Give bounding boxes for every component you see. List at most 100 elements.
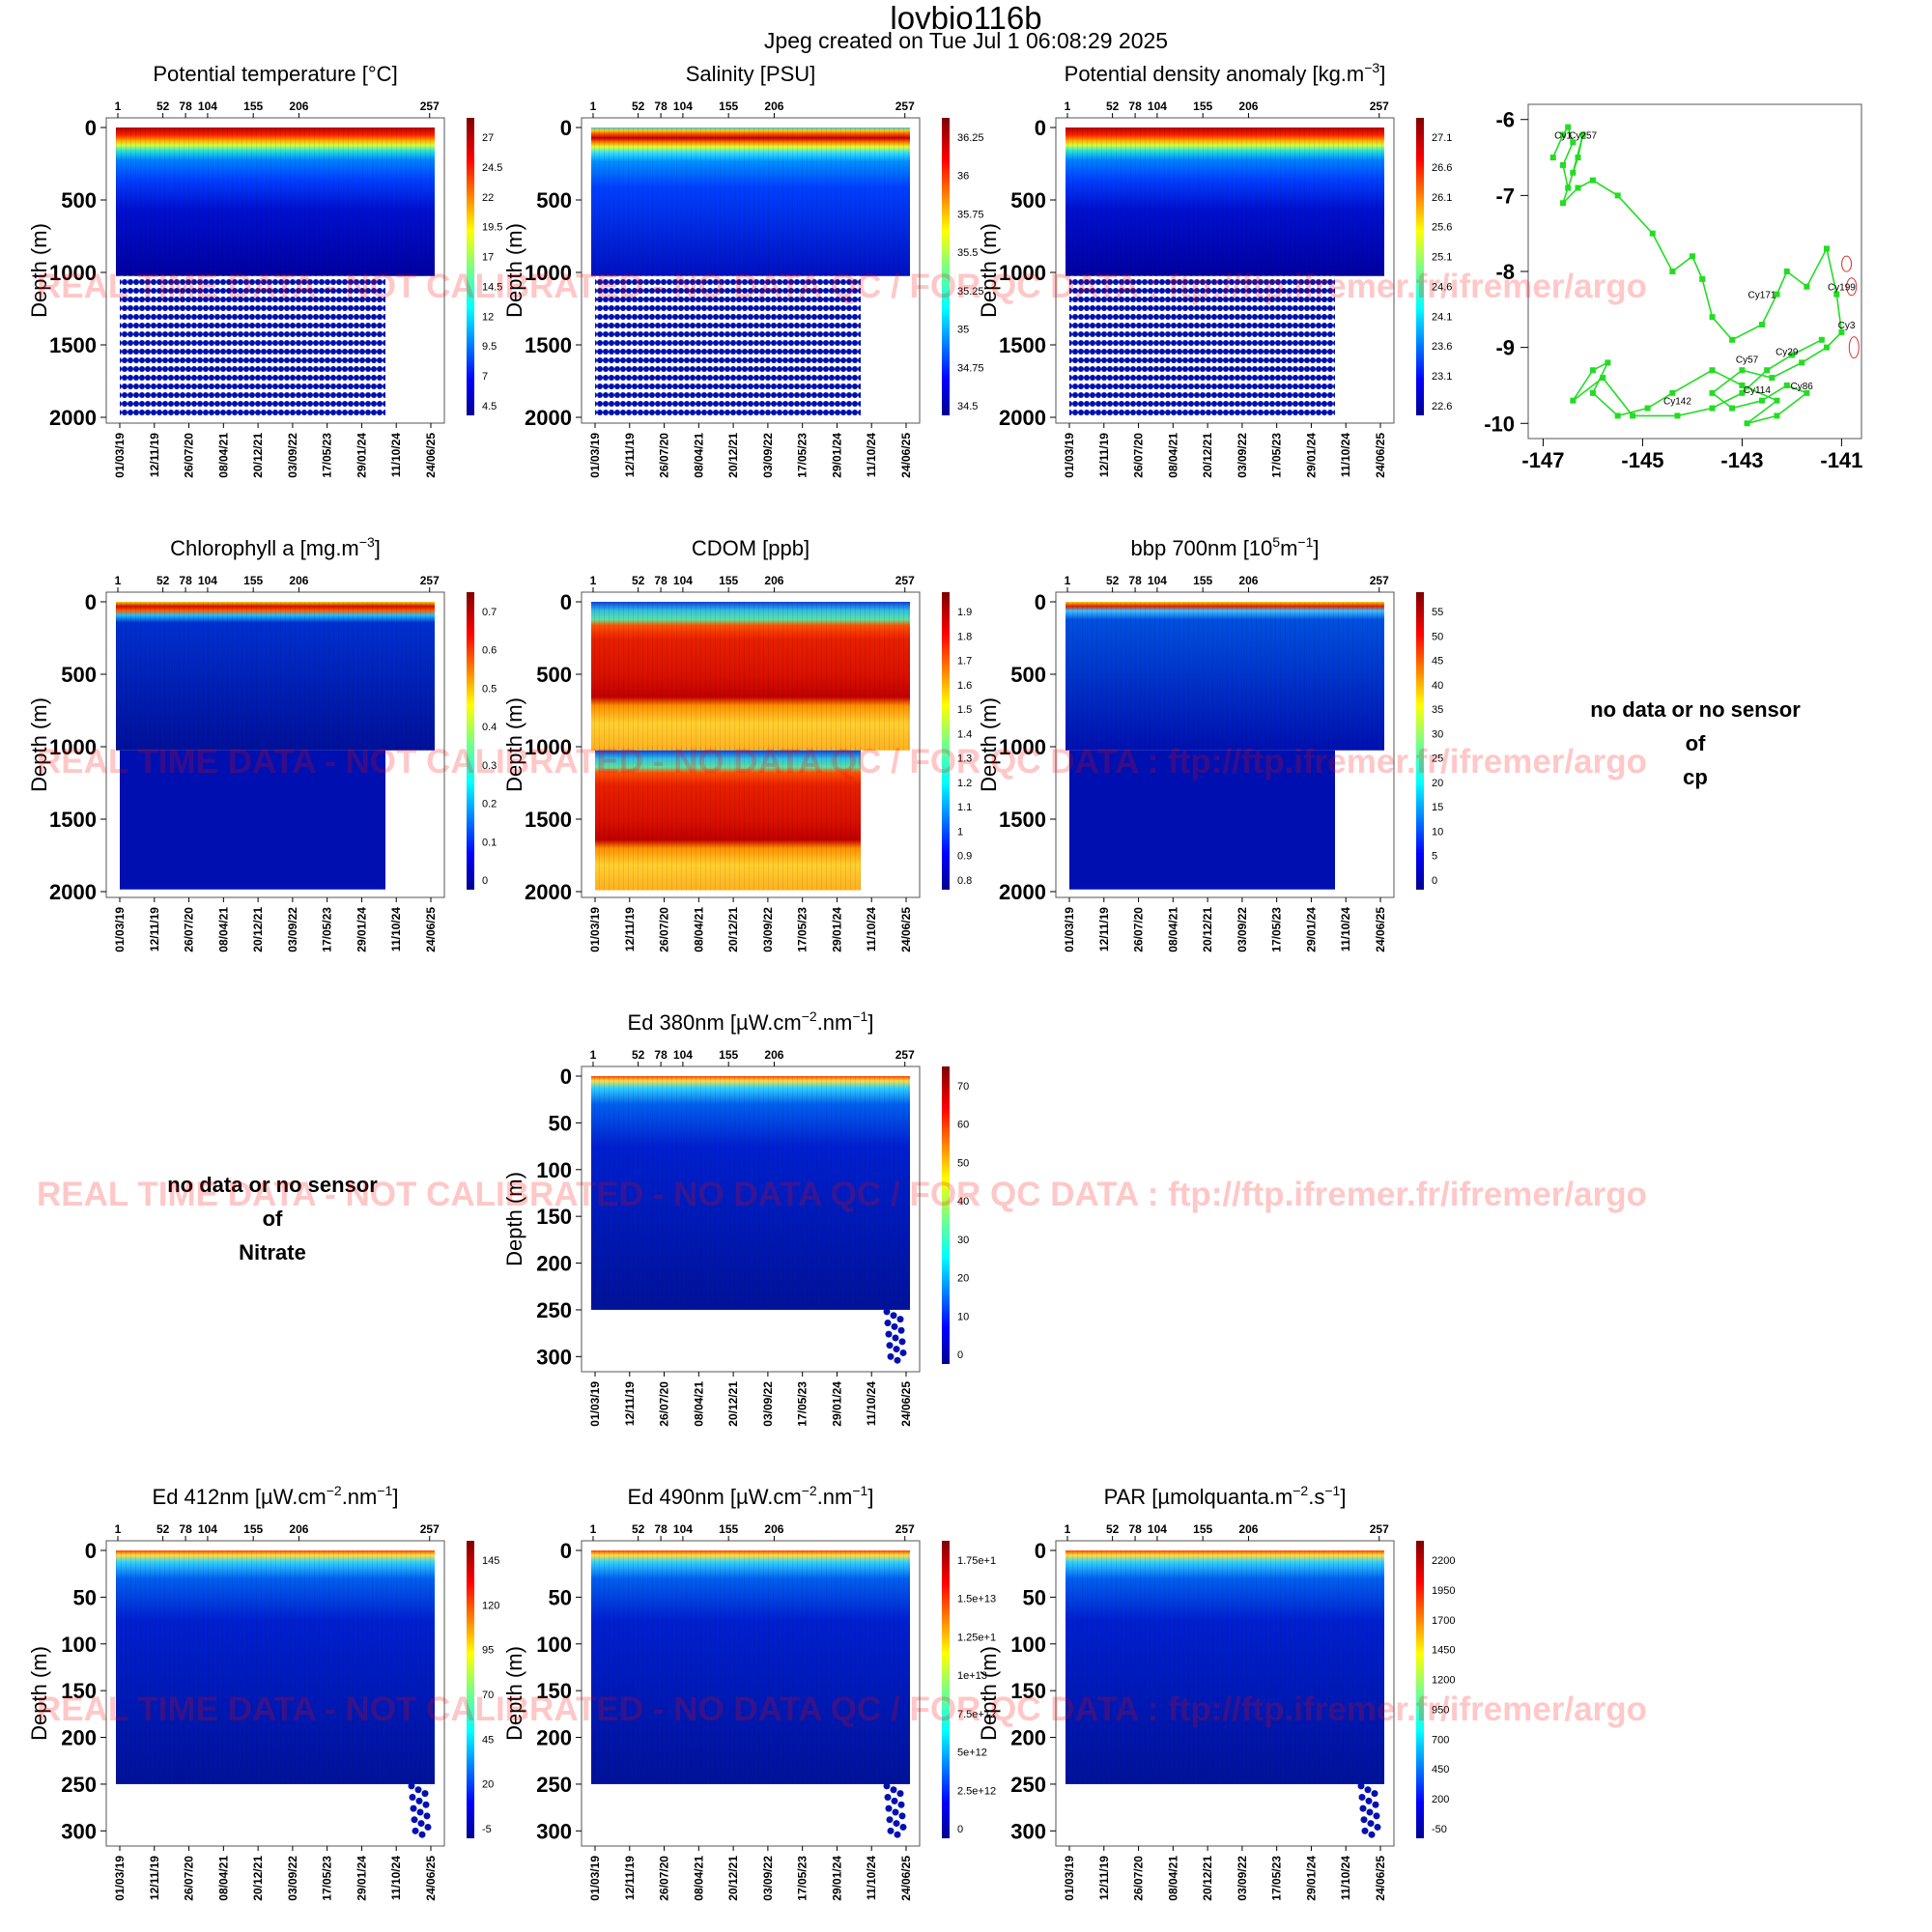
y-tick-label: 100: [1010, 1633, 1046, 1657]
trajectory-point: [1614, 412, 1621, 419]
cycle-tick-label: 104: [198, 1522, 217, 1536]
deep-point: [896, 1790, 904, 1798]
nodata-line2: of: [1686, 731, 1706, 755]
heatmap-texture: [1065, 128, 1384, 276]
y-tick-label: 1500: [49, 808, 97, 832]
deep-point: [417, 1820, 425, 1828]
trajectory-point: [1783, 382, 1790, 388]
trajectory-point: [1565, 185, 1572, 191]
plot-frame: [105, 117, 445, 424]
contour-shape: [1846, 277, 1858, 297]
y-tick-label: 0: [1035, 116, 1046, 140]
colorbar-tick-label: 7: [482, 371, 488, 383]
y-tick-label: 500: [1010, 188, 1046, 213]
colorbar-tick-label: 700: [1432, 1734, 1449, 1746]
plot-frame: [1055, 117, 1395, 424]
y-axis-label: Depth (m): [977, 223, 1001, 318]
panel-title: Chlorophyll a [mg.m−3]: [170, 534, 381, 560]
deep-point: [893, 1346, 900, 1353]
colorbar: [942, 1541, 950, 1838]
deep-point: [885, 1330, 893, 1338]
cycle-tick-label: 1: [115, 574, 122, 587]
cycle-tick-label: 257: [895, 99, 915, 113]
cycle-tick-label: 206: [289, 1522, 308, 1536]
colorbar: [942, 118, 950, 415]
y-tick-label: 0: [85, 590, 97, 614]
colorbar-tick-label: 20: [957, 1273, 969, 1285]
y-tick-label: 1000: [525, 735, 572, 759]
colorbar-tick-label: 14.5: [482, 281, 502, 293]
date-tick-label: 11/10/24: [865, 433, 878, 477]
colorbar-tick-label: 95: [482, 1645, 494, 1657]
cycle-tick-label: 206: [764, 1522, 783, 1536]
date-tick-label: 26/07/20: [183, 433, 196, 478]
colorbar-tick-label: 19.5: [482, 222, 502, 234]
deep-point: [1372, 1801, 1379, 1808]
trajectory-point: [1600, 375, 1606, 382]
plot-frame: [581, 591, 921, 898]
figure-title: lovbio116b: [890, 0, 1042, 36]
colorbar-tick-label: 25: [1432, 753, 1443, 765]
colorbar-tick-label: 0.7: [482, 607, 497, 618]
date-tick-label: 29/01/24: [830, 907, 843, 952]
colorbar-tick-label: 0: [957, 1824, 963, 1835]
date-tick-label: 17/05/23: [1270, 907, 1284, 952]
colorbar-tick-label: 0.9: [957, 851, 972, 863]
deep-point: [887, 1827, 895, 1834]
deep-point: [412, 1827, 419, 1834]
deep-point: [899, 1823, 907, 1831]
colorbar-tick-label: 200: [1432, 1794, 1449, 1805]
colorbar: [942, 592, 950, 890]
y-tick-label: 200: [536, 1726, 572, 1750]
y-tick-label: 0: [560, 1539, 572, 1563]
colorbar-tick-label: 0.4: [482, 722, 497, 733]
deep-point: [422, 1801, 430, 1808]
plot-frame: [1055, 591, 1395, 898]
contour-shape: [1848, 336, 1860, 359]
date-tick-label: 26/07/20: [1132, 1856, 1146, 1901]
date-tick-label: 11/10/24: [1339, 1856, 1352, 1900]
cycle-tick-label: 1: [1065, 574, 1071, 587]
deep-point: [1360, 1816, 1368, 1824]
cycle-label: Cy171: [1748, 291, 1776, 301]
colorbar-tick-label: 0.5: [482, 683, 497, 695]
cycle-tick-label: 52: [156, 574, 170, 587]
cycle-tick-label: 78: [654, 1522, 668, 1536]
colorbar-tick-label: 1e+13: [957, 1670, 987, 1682]
cycle-tick-label: 1: [590, 1048, 597, 1062]
y-tick-label: 1500: [999, 333, 1046, 357]
deep-point: [415, 1797, 423, 1804]
trajectory-point: [1605, 359, 1611, 366]
date-tick-label: 11/10/24: [1339, 907, 1352, 952]
trajectory-point: [1649, 230, 1656, 237]
colorbar-tick-label: 1.5: [957, 704, 972, 716]
trajectory-point: [1818, 336, 1825, 343]
date-tick-label: 17/05/23: [321, 907, 334, 952]
date-tick-label: 12/11/19: [148, 1856, 161, 1900]
cycle-tick-label: 257: [1370, 99, 1389, 113]
date-tick-label: 24/06/25: [899, 907, 913, 952]
map-y-tick-label: -10: [1484, 412, 1515, 436]
map-y-tick-label: -9: [1495, 336, 1515, 360]
y-tick-label: 150: [536, 1679, 572, 1703]
colorbar-tick-label: 1.3: [957, 753, 972, 765]
colorbar-tick-label: 1.25e+1: [957, 1632, 996, 1643]
date-tick-label: 11/10/24: [389, 433, 403, 477]
date-tick-label: 24/06/25: [899, 1856, 913, 1901]
cycle-tick-label: 257: [1370, 574, 1389, 587]
colorbar-tick-label: 20: [482, 1779, 494, 1791]
deep-point: [1367, 1820, 1375, 1828]
date-tick-label: 03/09/22: [1236, 907, 1249, 952]
colorbar-tick-label: 1.4: [957, 728, 972, 740]
trajectory-point: [1644, 405, 1651, 412]
date-tick-label: 26/07/20: [1132, 907, 1146, 952]
deep-point: [897, 1326, 905, 1334]
cycle-tick-label: 52: [632, 574, 645, 587]
colorbar-tick-label: 36: [957, 171, 969, 183]
colorbar-tick-label: 950: [1432, 1704, 1449, 1716]
date-tick-label: 29/01/24: [1304, 433, 1318, 478]
colorbar-tick-label: 22: [482, 192, 494, 204]
date-tick-label: 08/04/21: [692, 433, 705, 478]
date-tick-label: 29/01/24: [830, 1381, 843, 1427]
